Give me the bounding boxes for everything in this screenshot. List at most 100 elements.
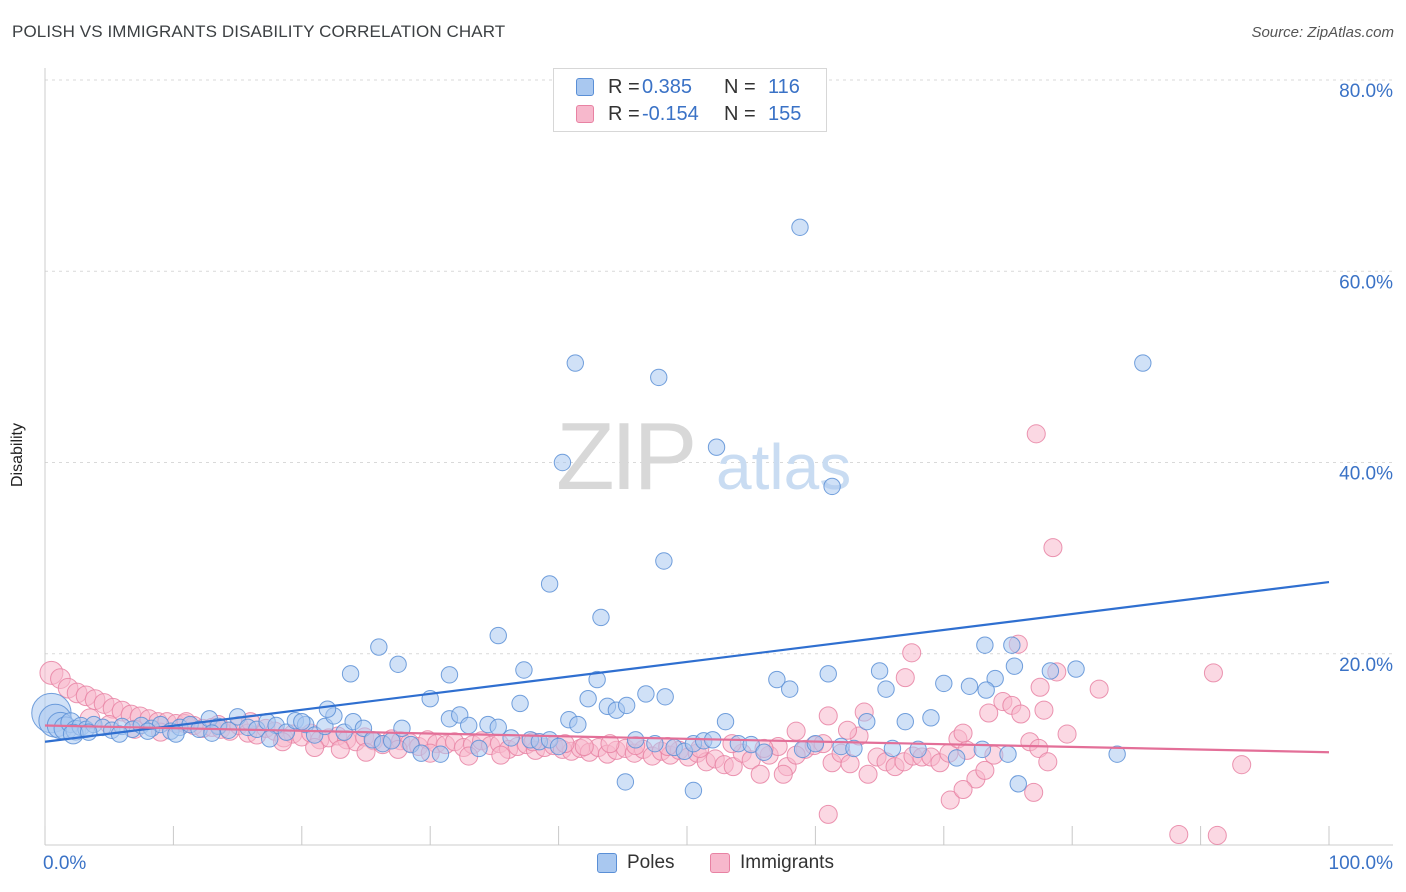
poles-point — [656, 688, 674, 706]
y-tick-label: 80.0% — [1339, 81, 1393, 102]
poles-point — [999, 745, 1017, 763]
poles-point — [460, 716, 478, 735]
poles-point — [553, 453, 572, 472]
poles-point — [935, 674, 953, 693]
immigrants-point — [1207, 825, 1227, 845]
watermark: ZIP atlas — [556, 403, 851, 510]
y-tick-label: 60.0% — [1339, 272, 1393, 293]
poles-point — [470, 739, 488, 758]
poles-point — [977, 681, 995, 699]
trend-lines — [44, 580, 1330, 754]
immigrants-point — [600, 734, 620, 754]
poles-point — [1009, 775, 1027, 793]
immigrants-swatch — [710, 853, 730, 873]
y-tick-label: 20.0% — [1339, 655, 1393, 676]
poles-point — [370, 638, 388, 656]
poles-point — [293, 712, 311, 731]
poles-point — [626, 731, 645, 749]
poles-point — [566, 354, 584, 372]
poles-point — [440, 666, 459, 684]
immigrants-point — [1011, 704, 1031, 724]
immigrants-point — [1030, 677, 1050, 697]
x-tick-label: 0.0% — [43, 853, 86, 874]
immigrants-label: Immigrants — [740, 852, 834, 873]
immigrants-swatch — [576, 105, 594, 123]
poles-point — [139, 722, 157, 740]
poles-point — [1041, 662, 1060, 680]
poles-point — [960, 677, 979, 695]
immigrants-point — [895, 668, 915, 688]
immigrants-point — [1038, 752, 1058, 772]
poles-point — [655, 552, 673, 570]
poles-points — [31, 218, 1152, 800]
poles-label: Poles — [627, 852, 675, 873]
immigrants-point — [1029, 738, 1049, 758]
source-label: Source: ZipAtlas.com — [1251, 24, 1394, 41]
poles-point — [616, 773, 635, 791]
poles-point — [579, 689, 597, 708]
grid-lines — [45, 79, 1393, 655]
poles-point — [909, 740, 927, 759]
immigrants-point — [330, 739, 350, 759]
immigrants-point — [786, 721, 806, 741]
immigrants-point — [1169, 824, 1189, 845]
poles-point — [781, 680, 799, 698]
immigrants-point — [979, 703, 999, 723]
poles-swatch — [597, 853, 617, 873]
poles-point — [986, 669, 1004, 688]
tick-labels: 20.0% 40.0% 60.0% 80.0% 0.0% 100.0% — [43, 81, 1393, 874]
poles-point — [858, 712, 876, 731]
immigrants-point — [1232, 755, 1252, 775]
poles-point — [877, 680, 895, 698]
bottom-legend-immigrants: Immigrants — [710, 852, 834, 874]
poles-point — [277, 723, 296, 741]
y-tick-label: 40.0% — [1339, 464, 1393, 485]
immigrants-point — [1024, 782, 1044, 802]
poles-point — [389, 655, 407, 673]
poles-point — [1067, 660, 1085, 678]
immigrants-point — [1026, 424, 1046, 444]
poles-point — [845, 739, 863, 758]
n-label: N = — [724, 102, 756, 125]
poles-point — [716, 712, 735, 731]
poles-point — [806, 734, 825, 753]
poles-point — [569, 715, 587, 734]
immigrants-point — [953, 723, 973, 743]
poles-point — [588, 670, 606, 689]
poles-point — [646, 734, 664, 753]
poles-point — [489, 626, 507, 645]
n-value: 155 — [768, 102, 802, 125]
immigrants-point — [940, 790, 960, 810]
poles-point — [549, 737, 568, 756]
x-tick-label: 100.0% — [1329, 853, 1394, 874]
r-value: 0.385 — [642, 75, 693, 98]
poles-point — [650, 368, 668, 387]
r-value: -0.154 — [642, 102, 699, 125]
immigrants-point — [1034, 700, 1054, 720]
r-label: R = — [608, 75, 640, 98]
immigrants-point — [491, 745, 511, 765]
bottom-legend-poles: Poles — [597, 852, 675, 874]
poles-swatch — [576, 78, 594, 96]
poles-point — [755, 743, 773, 761]
poles-point — [823, 477, 841, 496]
poles-point — [976, 636, 994, 654]
poles-point — [684, 781, 703, 800]
poles-point — [1134, 354, 1152, 372]
immigrants-point — [818, 804, 838, 824]
r-label: R = — [608, 102, 640, 125]
poles-point — [947, 749, 966, 767]
poles-point — [203, 724, 221, 742]
poles-point — [870, 662, 889, 680]
poles-point — [431, 745, 450, 763]
poles-point — [768, 670, 786, 689]
immigrants-point — [723, 757, 743, 777]
poles-point — [515, 661, 533, 679]
n-label: N = — [724, 75, 756, 98]
poles-point — [791, 218, 809, 236]
poles-point — [973, 740, 992, 759]
immigrants-point — [858, 764, 878, 784]
poles-point — [341, 665, 360, 683]
poles-point — [592, 608, 610, 627]
